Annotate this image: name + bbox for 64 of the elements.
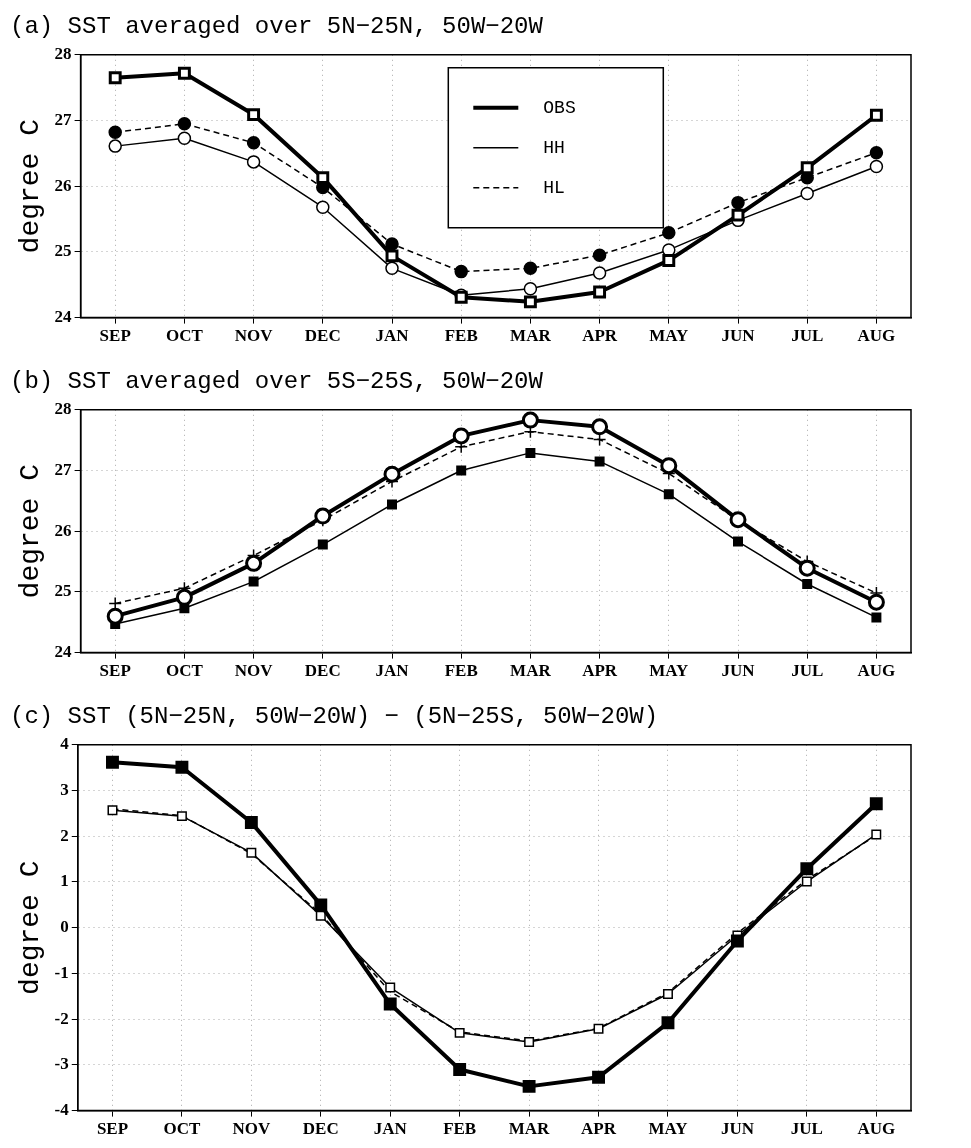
x-tick-label: JUN <box>721 661 756 681</box>
x-tick-label: NOV <box>232 1119 271 1139</box>
y-tick-label: 28 <box>54 44 72 64</box>
x-tick-label: NOV <box>234 661 274 681</box>
x-tick-label: AUG <box>857 1119 896 1139</box>
y-axis-title: degree C <box>15 860 47 995</box>
x-tick-label: JUN <box>721 326 756 346</box>
y-tick-label: -2 <box>54 1008 69 1028</box>
x-tick-label: JAN <box>375 661 410 681</box>
x-tick-label: SEP <box>96 1119 129 1139</box>
x-tick-label: JUN <box>720 1119 755 1139</box>
x-tick-label: FEB <box>444 326 478 346</box>
y-tick-label: 27 <box>54 109 73 129</box>
y-tick-label: 28 <box>54 399 72 419</box>
y-tick-label: 24 <box>54 306 73 326</box>
x-tick-label: APR <box>581 1119 617 1139</box>
x-tick-label: APR <box>582 326 618 346</box>
y-tick-label: 1 <box>60 871 69 891</box>
x-tick-label: OCT <box>165 326 204 346</box>
y-tick-label: 3 <box>60 779 69 799</box>
chart-title: (b) SST averaged over 5S−25S, 50W−20W <box>10 367 544 395</box>
x-tick-label: NOV <box>234 326 274 346</box>
legend-label: OBS <box>543 97 576 118</box>
x-tick-label: OCT <box>163 1119 201 1139</box>
y-tick-label: 24 <box>54 641 73 661</box>
x-tick-label: FEB <box>443 1119 477 1139</box>
x-tick-label: MAR <box>510 326 552 346</box>
y-tick-label: 26 <box>54 520 72 540</box>
legend-label: HL <box>543 177 565 198</box>
x-tick-label: DEC <box>304 661 341 681</box>
y-tick-label: -4 <box>54 1099 70 1119</box>
y-tick-label: 27 <box>54 459 73 479</box>
x-tick-label: MAR <box>510 661 552 681</box>
x-tick-label: MAY <box>649 326 689 346</box>
y-tick-label: 0 <box>60 917 69 937</box>
chart-title: (c) SST (5N−25N, 50W−20W) − (5N−25S, 50W−20W) <box>10 702 659 730</box>
legend-label: HH <box>543 137 565 158</box>
x-tick-label: MAR <box>508 1119 551 1139</box>
x-tick-label: AUG <box>857 661 896 681</box>
x-tick-label: JAN <box>375 326 410 346</box>
x-tick-label: DEC <box>304 326 341 346</box>
y-tick-label: 2 <box>60 825 69 845</box>
x-tick-label: SEP <box>99 661 131 681</box>
y-tick-label: 26 <box>54 175 72 195</box>
y-tick-label: 25 <box>54 241 72 261</box>
x-tick-label: AUG <box>857 326 896 346</box>
x-tick-label: OCT <box>165 661 204 681</box>
x-tick-label: SEP <box>99 326 131 346</box>
y-axis-title: degree C <box>15 118 47 254</box>
x-tick-label: JUL <box>791 661 824 681</box>
x-tick-label: FEB <box>444 661 478 681</box>
x-tick-label: MAY <box>648 1119 688 1139</box>
x-tick-label: DEC <box>302 1119 339 1139</box>
y-tick-label: 4 <box>60 734 70 754</box>
y-axis-title: degree C <box>15 463 47 599</box>
chart-title: (a) SST averaged over 5N−25N, 50W−20W <box>10 12 544 40</box>
x-tick-label: APR <box>582 661 618 681</box>
x-tick-label: JUL <box>790 1119 823 1139</box>
y-tick-label: -1 <box>54 962 69 982</box>
x-tick-label: JUL <box>791 326 824 346</box>
x-tick-label: MAY <box>649 661 689 681</box>
y-tick-label: 25 <box>54 581 72 601</box>
x-tick-label: JAN <box>373 1119 408 1139</box>
y-tick-label: -3 <box>54 1054 69 1074</box>
